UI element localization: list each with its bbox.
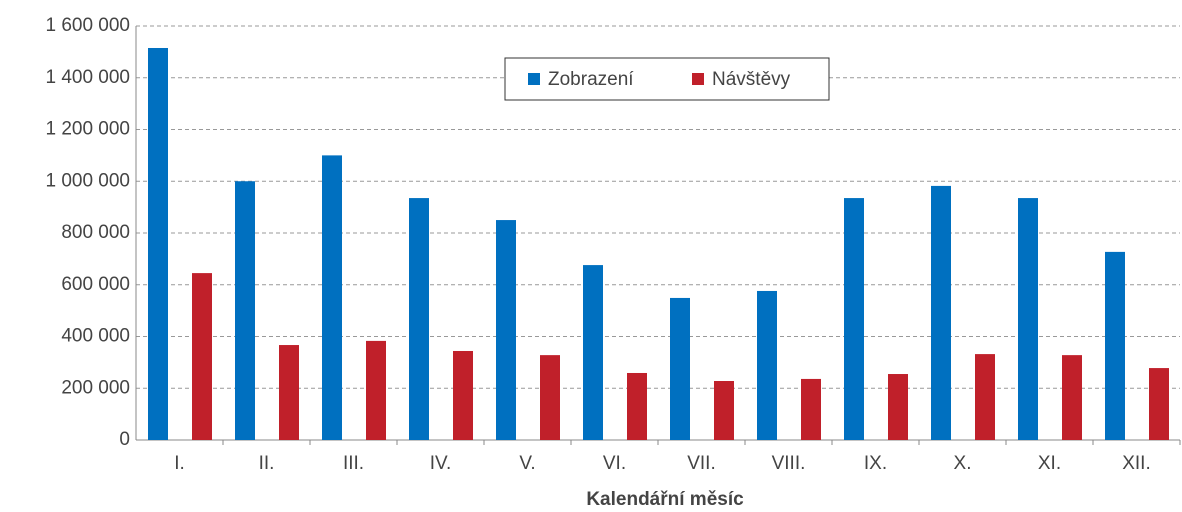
bar: [975, 354, 995, 440]
x-tick-label: XII.: [1122, 453, 1151, 474]
legend-swatch: [692, 73, 704, 85]
y-tick-label: 0: [119, 429, 130, 450]
x-tick-label: VI.: [603, 453, 626, 474]
y-tick-label: 1 600 000: [45, 15, 130, 36]
x-tick-label: I.: [174, 453, 185, 474]
x-tick-label: X.: [954, 453, 972, 474]
bar: [931, 185, 951, 440]
y-tick-label: 800 000: [61, 222, 130, 243]
bar: [453, 350, 473, 440]
bar: [670, 297, 690, 440]
bar: [540, 355, 560, 440]
legend-box: [504, 57, 830, 101]
y-tick-label: 200 000: [61, 377, 130, 398]
x-tick-label: XI.: [1038, 453, 1061, 474]
bar: [757, 290, 777, 440]
bar: [1105, 251, 1125, 440]
bar: [714, 381, 734, 440]
x-axis-title: Kalendářní měsíc: [586, 489, 744, 510]
bar: [1149, 368, 1169, 440]
x-tick-label: III.: [343, 453, 364, 474]
y-tick-label: 400 000: [61, 326, 130, 347]
bar: [235, 181, 255, 440]
legend-label: Návštěvy: [712, 69, 791, 90]
bar: [409, 198, 429, 440]
bar: [1062, 355, 1082, 440]
x-tick-label: II.: [259, 453, 275, 474]
bar: [496, 220, 516, 440]
bar: [583, 265, 603, 440]
y-tick-label: 1 000 000: [45, 170, 130, 191]
y-tick-label: 1 400 000: [45, 67, 130, 88]
bar: [1018, 198, 1038, 440]
bar: [192, 273, 212, 440]
bar: [279, 345, 299, 440]
x-tick-label: V.: [519, 453, 535, 474]
legend-label: Zobrazení: [548, 69, 634, 90]
bar: [627, 372, 647, 440]
bar: [801, 378, 821, 440]
y-tick-label: 600 000: [61, 274, 130, 295]
bar: [366, 340, 386, 440]
bar: [322, 155, 342, 440]
bar: [844, 198, 864, 440]
bar: [148, 47, 168, 441]
x-tick-label: IX.: [864, 453, 887, 474]
y-tick-label: 1 200 000: [45, 119, 130, 140]
bar: [888, 374, 908, 440]
x-tick-label: VIII.: [772, 453, 806, 474]
x-tick-label: IV.: [430, 453, 452, 474]
x-tick-label: VII.: [687, 453, 716, 474]
legend-swatch: [528, 73, 540, 85]
